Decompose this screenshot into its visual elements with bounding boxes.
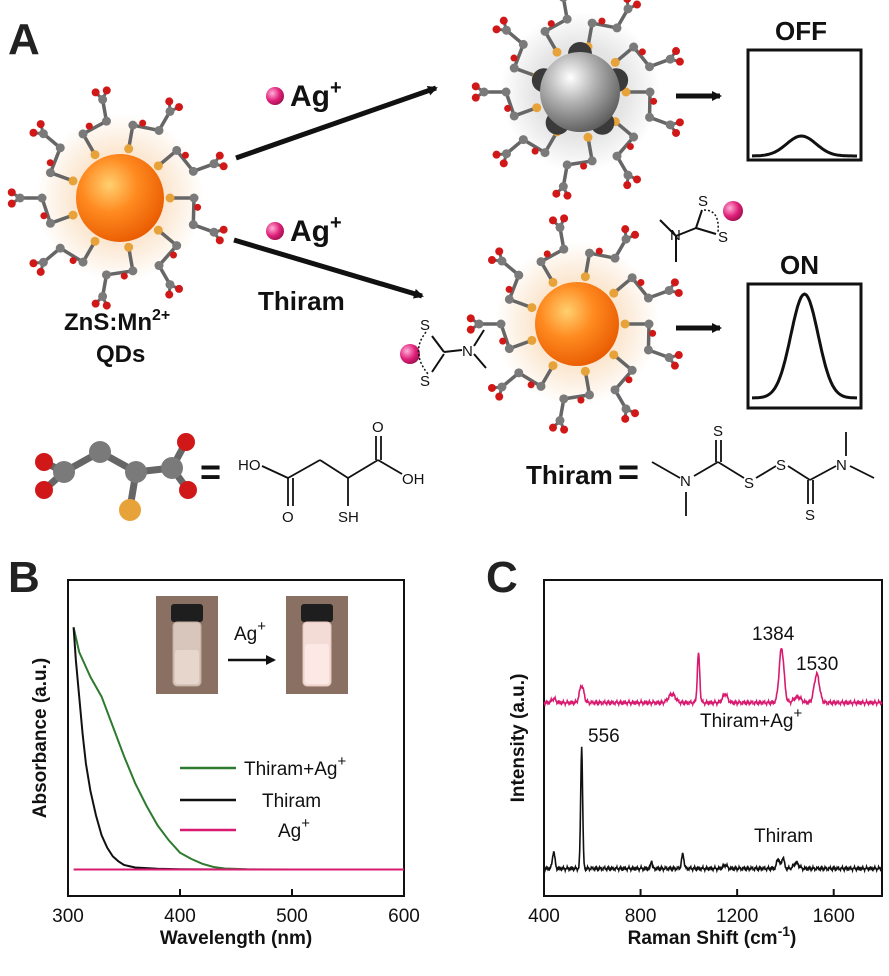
ligand-ball-stick-model xyxy=(35,433,197,521)
svg-text:SH: SH xyxy=(338,509,359,526)
svg-text:N: N xyxy=(670,227,681,244)
reagent-bottom-thiram: Thiram xyxy=(258,286,345,316)
svg-text:S: S xyxy=(698,193,708,210)
mercaptosuccinic-acid-structure: HO O SH O OH xyxy=(238,419,425,526)
panel-letter-a: A xyxy=(8,15,40,64)
chart-b-tick-label: 300 xyxy=(52,906,84,927)
qd-nanoparticle-quenched xyxy=(472,0,684,200)
svg-text:S: S xyxy=(718,229,728,246)
chart-b-tick-label: 400 xyxy=(164,906,196,927)
chart-b-series-line xyxy=(74,627,404,869)
svg-text:HO: HO xyxy=(238,457,261,474)
chart-c-tick-label: 1200 xyxy=(716,906,758,927)
qd-label-line2: QDs xyxy=(96,341,145,368)
ag-ion-icon xyxy=(723,201,743,221)
legend-thiram: Thiram xyxy=(262,791,321,812)
chart-b-tick-label: 600 xyxy=(388,906,420,927)
svg-text:S: S xyxy=(805,507,815,524)
peak-label-1530: 1530 xyxy=(796,654,838,675)
reagent-top: Ag+ xyxy=(290,77,342,113)
thiram-structure: N S S S S N xyxy=(652,423,874,524)
svg-text:N: N xyxy=(836,457,847,474)
qd-nanoparticle-luminescent xyxy=(467,214,683,433)
svg-text:N: N xyxy=(680,473,691,490)
chart-c-xticks: 400 800 1200 1600 xyxy=(528,889,855,927)
inset-reagent: Ag+ xyxy=(234,618,266,645)
svg-text:S: S xyxy=(420,317,430,334)
state-on-label: ON xyxy=(780,250,819,280)
equals-sign-thiram: = xyxy=(618,451,639,492)
chart-b-xlabel: Wavelength (nm) xyxy=(160,928,312,949)
panel-letter-c: C xyxy=(486,553,518,602)
series-label-thiram-ag: Thiram+Ag+ xyxy=(700,705,802,732)
chart-b-ylabel: Absorbance (a.u.) xyxy=(30,658,51,818)
svg-text:S: S xyxy=(744,475,754,492)
qd-nanoparticle-orange xyxy=(8,86,228,309)
reagent-bottom: Ag+ xyxy=(290,212,342,248)
ag-ion-icon xyxy=(266,87,284,105)
svg-text:OH: OH xyxy=(402,471,425,488)
ag-ion-icon xyxy=(266,222,284,240)
chart-b-tick-label: 500 xyxy=(276,906,308,927)
svg-text:S: S xyxy=(776,457,786,474)
legend-ag: Ag+ xyxy=(278,815,310,842)
qd-label-line1: ZnS:Mn2+ xyxy=(64,307,170,336)
chart-c-series-line xyxy=(544,747,882,871)
panel-letter-b: B xyxy=(8,553,40,602)
ag-ion-icon xyxy=(400,344,420,364)
chart-b-xticks: 300 400 500 600 xyxy=(52,889,420,927)
series-label-thiram: Thiram xyxy=(754,826,813,847)
spectrum-box-off xyxy=(748,50,861,160)
vial-inset: Ag+ xyxy=(156,596,348,694)
svg-text:S: S xyxy=(713,423,723,440)
chart-b-series-line xyxy=(74,627,404,869)
peak-label-1384: 1384 xyxy=(752,624,795,645)
chart-c-tick-label: 400 xyxy=(528,906,560,927)
chart-c-tick-label: 800 xyxy=(625,906,657,927)
legend-thiram-ag: Thiram+Ag+ xyxy=(244,753,346,780)
equals-sign-ligand: = xyxy=(200,451,221,492)
state-off-label: OFF xyxy=(775,16,827,46)
thiram-ag-complex-top: N S S xyxy=(660,193,743,262)
chart-c-plot xyxy=(544,649,882,871)
chart-c-ylabel: Intensity (a.u.) xyxy=(508,674,529,803)
svg-text:O: O xyxy=(282,509,294,526)
chart-b-legend: Thiram+Ag+ Thiram Ag+ xyxy=(180,753,346,842)
chart-b-plot xyxy=(74,627,404,869)
chart-c-tick-label: 1600 xyxy=(813,906,855,927)
thiram-structure-label: Thiram xyxy=(526,460,613,490)
svg-text:N: N xyxy=(462,343,473,360)
svg-text:S: S xyxy=(420,373,430,390)
peak-label-556: 556 xyxy=(588,726,620,747)
svg-text:O: O xyxy=(372,419,384,436)
spectrum-box-on xyxy=(748,284,861,408)
